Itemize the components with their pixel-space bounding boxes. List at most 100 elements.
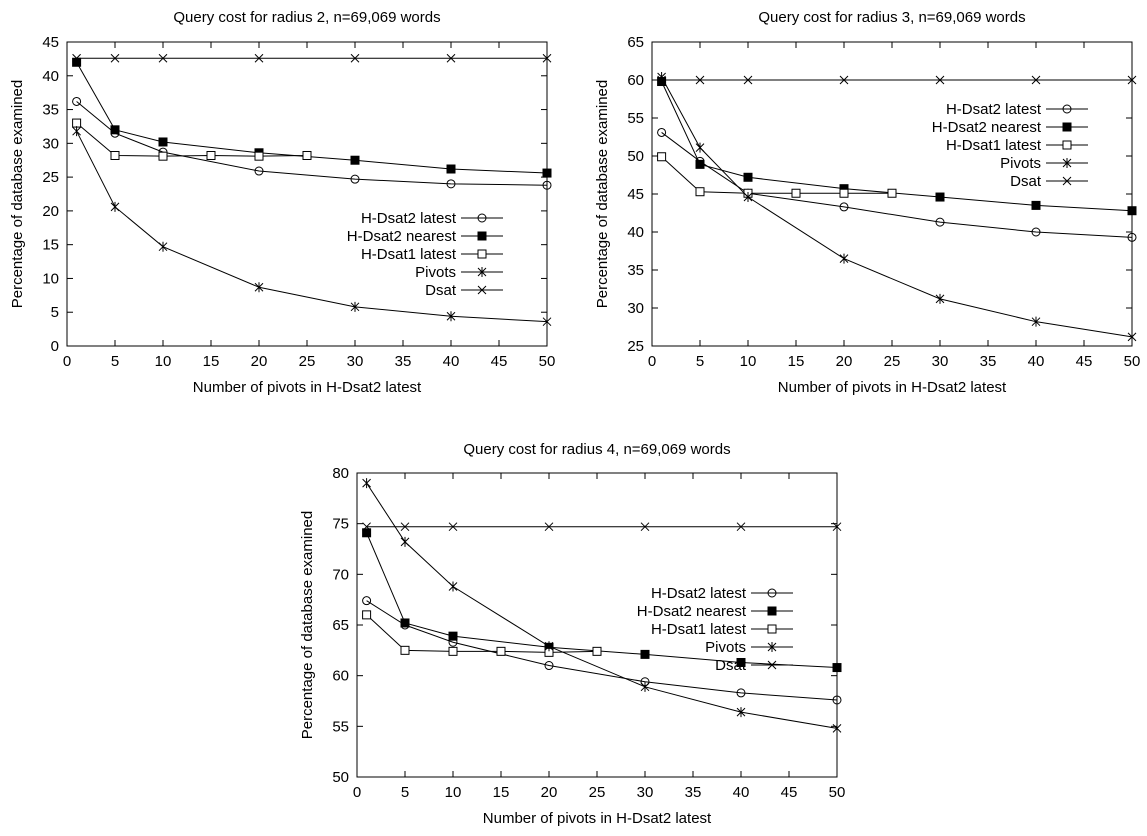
data-point bbox=[542, 180, 552, 190]
data-point bbox=[640, 649, 650, 659]
data-point bbox=[832, 522, 842, 532]
series-line bbox=[76, 130, 548, 323]
chart-panel-2: Query cost for radius 3, n=69,069 words 0… bbox=[594, 9, 1140, 396]
data-point bbox=[302, 150, 312, 160]
data-point bbox=[72, 53, 81, 63]
legend-marker bbox=[477, 213, 487, 223]
series-line bbox=[366, 614, 598, 653]
data-point bbox=[110, 150, 120, 160]
y-tick-label: 30 bbox=[627, 300, 644, 317]
y-tick-label: 5 bbox=[51, 304, 59, 321]
data-point bbox=[206, 150, 216, 160]
x-tick-label: 15 bbox=[493, 784, 510, 801]
series-h-dsat2-nearest bbox=[72, 57, 552, 178]
x-tick-label: 5 bbox=[111, 353, 119, 370]
data-point bbox=[72, 96, 82, 106]
legend-marker bbox=[1062, 140, 1072, 150]
series-h-dsat2-latest bbox=[72, 96, 552, 190]
data-point bbox=[110, 201, 120, 212]
x-tick-label: 35 bbox=[980, 353, 997, 370]
data-point bbox=[592, 646, 602, 656]
x-tick-label: 30 bbox=[932, 353, 949, 370]
data-point bbox=[1031, 316, 1041, 327]
legend-label: Dsat bbox=[425, 282, 457, 299]
data-point bbox=[743, 172, 753, 182]
x-tick-label: 25 bbox=[589, 784, 606, 801]
y-axis-label: Percentage of database examined bbox=[299, 511, 316, 740]
data-point bbox=[839, 75, 849, 85]
data-point bbox=[640, 681, 650, 692]
y-tick-label: 45 bbox=[627, 186, 644, 203]
x-tick-label: 10 bbox=[155, 353, 172, 370]
data-point bbox=[448, 646, 458, 656]
x-tick-label: 25 bbox=[884, 353, 901, 370]
legend-marker bbox=[477, 267, 487, 277]
data-point bbox=[542, 316, 552, 327]
data-point bbox=[657, 127, 667, 137]
data-point bbox=[72, 118, 82, 128]
legend-label: H-Dsat2 nearest bbox=[347, 228, 457, 245]
data-point bbox=[935, 192, 945, 202]
data-point bbox=[935, 75, 945, 85]
data-point bbox=[657, 75, 666, 85]
data-point bbox=[1127, 232, 1137, 242]
data-point bbox=[832, 723, 842, 734]
series-line bbox=[76, 101, 548, 186]
data-point bbox=[400, 536, 410, 547]
data-point bbox=[350, 301, 360, 312]
data-point bbox=[544, 522, 554, 532]
y-tick-label: 45 bbox=[42, 34, 59, 51]
chart-title: Query cost for radius 2, n=69,069 words bbox=[173, 9, 440, 26]
x-tick-label: 20 bbox=[251, 353, 268, 370]
legend-label: H-Dsat2 latest bbox=[651, 585, 747, 602]
chart-panel-3: Query cost for radius 4, n=69,069 words 0… bbox=[299, 441, 845, 827]
data-point bbox=[400, 618, 410, 628]
chart-panel-1: Query cost for radius 2, n=69,069 words 0… bbox=[9, 9, 555, 396]
data-point bbox=[254, 53, 264, 63]
x-tick-label: 0 bbox=[63, 353, 71, 370]
series-h-dsat1-latest bbox=[362, 610, 602, 657]
data-point bbox=[362, 596, 372, 606]
x-axis-label: Number of pivots in H-Dsat2 latest bbox=[483, 810, 712, 827]
y-tick-label: 35 bbox=[627, 262, 644, 279]
y-tick-label: 0 bbox=[51, 338, 59, 355]
y-tick-label: 30 bbox=[42, 135, 59, 152]
x-tick-label: 0 bbox=[648, 353, 656, 370]
x-tick-label: 35 bbox=[685, 784, 702, 801]
data-point bbox=[791, 188, 801, 198]
data-point bbox=[935, 217, 945, 227]
legend-marker bbox=[477, 231, 487, 241]
y-tick-label: 60 bbox=[627, 72, 644, 89]
data-point bbox=[446, 53, 456, 63]
legend-marker bbox=[477, 249, 487, 259]
data-point bbox=[254, 151, 264, 161]
data-point bbox=[695, 142, 705, 153]
series-line bbox=[76, 122, 308, 157]
data-point bbox=[446, 179, 456, 189]
data-point bbox=[362, 528, 372, 538]
x-tick-label: 40 bbox=[443, 353, 460, 370]
data-point bbox=[496, 646, 506, 656]
x-tick-label: 45 bbox=[781, 784, 798, 801]
legend-label: H-Dsat2 nearest bbox=[637, 603, 747, 620]
chart-title: Query cost for radius 3, n=69,069 words bbox=[758, 9, 1025, 26]
data-point bbox=[110, 125, 120, 135]
y-tick-label: 25 bbox=[42, 169, 59, 186]
data-point bbox=[695, 187, 705, 197]
x-tick-label: 5 bbox=[401, 784, 409, 801]
y-tick-label: 25 bbox=[627, 338, 644, 355]
legend-label: H-Dsat1 latest bbox=[361, 246, 457, 263]
legend-label: Pivots bbox=[415, 264, 456, 281]
y-tick-label: 50 bbox=[627, 148, 644, 165]
x-axis-label: Number of pivots in H-Dsat2 latest bbox=[193, 379, 422, 396]
data-point bbox=[350, 174, 360, 184]
x-tick-label: 45 bbox=[1076, 353, 1093, 370]
legend-marker bbox=[1062, 176, 1072, 186]
series-line bbox=[366, 482, 838, 729]
data-point bbox=[110, 53, 120, 63]
legend-label: H-Dsat1 latest bbox=[946, 137, 1042, 154]
y-tick-label: 35 bbox=[42, 102, 59, 119]
y-tick-label: 65 bbox=[627, 34, 644, 51]
data-point bbox=[743, 75, 753, 85]
x-tick-label: 15 bbox=[788, 353, 805, 370]
